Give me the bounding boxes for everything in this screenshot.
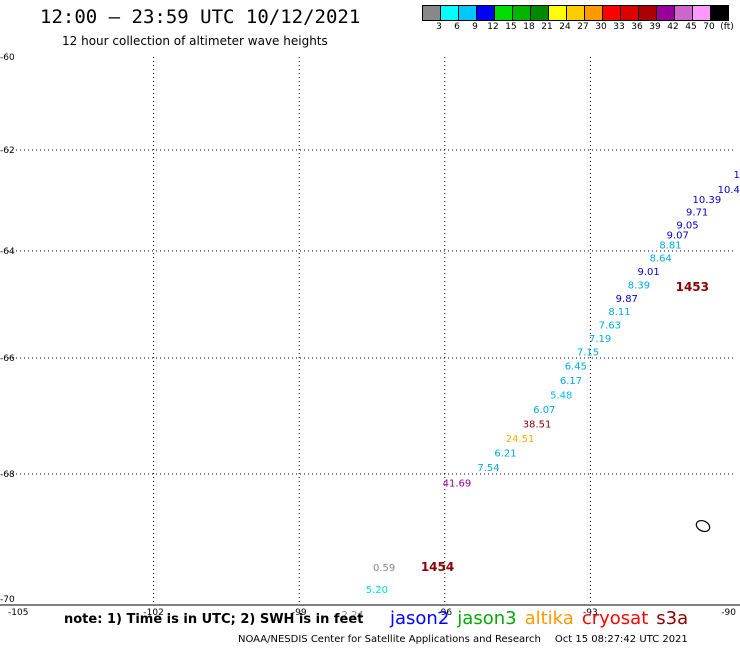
wave-height-label: 6.45 <box>565 362 587 373</box>
satellite-jason2: jason2 <box>390 608 450 629</box>
longitude-tick-label: -102 <box>143 608 163 618</box>
wave-height-label: 5.48 <box>550 391 572 402</box>
satellite-s3a: s3a <box>656 608 689 629</box>
satellite-jason3: jason3 <box>457 608 517 629</box>
wave-height-label: 7.19 <box>589 334 611 345</box>
wave-height-label: 9.01 <box>638 267 660 278</box>
satellite-altika: altika <box>524 608 574 629</box>
legend-label: 21 <box>541 22 553 32</box>
latitude-tick-label: -60 <box>0 53 15 63</box>
wave-height-label: 10.4 <box>718 185 740 196</box>
wave-height-label: 7.63 <box>599 321 621 332</box>
legend-label: 27 <box>577 22 589 32</box>
wave-height-label: 38.51 <box>523 420 552 431</box>
legend-label: 6 <box>454 22 460 32</box>
legend-label: 39 <box>649 22 661 32</box>
legend-label: 18 <box>523 22 535 32</box>
longitude-tick-label: -105 <box>8 608 28 618</box>
wave-height-label: 8.11 <box>608 307 630 318</box>
legend-label: 3 <box>436 22 442 32</box>
wave-height-label: 6.17 <box>560 376 582 387</box>
longitude-tick-label: -99 <box>292 608 307 618</box>
latitude-tick-label: -66 <box>0 354 15 364</box>
pass-time-label: 1454 <box>421 560 454 574</box>
latitude-tick-label: -64 <box>0 247 15 257</box>
longitude-tick-label: -93 <box>583 608 598 618</box>
wave-height-label: 6.21 <box>494 449 516 460</box>
legend-label: 9 <box>472 22 478 32</box>
legend-label: 45 <box>685 22 697 32</box>
wave-height-label: 2.24 <box>341 610 363 621</box>
wave-height-label: 10 <box>734 170 740 181</box>
wave-height-label: 24.51 <box>506 434 535 445</box>
wave-height-label: 8.64 <box>650 254 672 265</box>
legend-label: 70 <box>703 22 715 32</box>
credit-line: NOAA/NESDIS Center for Satellite Applica… <box>238 634 688 645</box>
wave-height-label: 9.07 <box>667 230 689 241</box>
wave-height-label: 8.81 <box>659 240 681 251</box>
wave-height-label: 5.20 <box>366 585 388 596</box>
legend-label: 15 <box>505 22 517 32</box>
legend-label: 12 <box>487 22 499 32</box>
longitude-tick-label: -90 <box>721 608 736 618</box>
longitude-tick-label: -96 <box>437 608 452 618</box>
latitude-tick-label: -62 <box>0 146 15 156</box>
wave-height-label: 9.05 <box>676 220 698 231</box>
legend-label: 33 <box>613 22 625 32</box>
wave-height-label: 0.59 <box>373 563 395 574</box>
page-subtitle: 12 hour collection of altimeter wave hei… <box>62 34 328 48</box>
island-outline <box>695 519 711 533</box>
legend-label: 36 <box>631 22 643 32</box>
color-legend <box>422 5 729 21</box>
legend-swatch <box>710 5 729 21</box>
wave-height-label: 10.39 <box>693 195 722 206</box>
wave-height-label: 7.54 <box>477 463 499 474</box>
legend-label: 30 <box>595 22 607 32</box>
wave-height-label: 8.39 <box>628 280 650 291</box>
footer-note: note: 1) Time is in UTC; 2) SWH is in fe… <box>64 612 364 627</box>
legend-label: 24 <box>559 22 571 32</box>
satellite-cryosat: cryosat <box>581 608 649 629</box>
satellite-list: jason2 jason3 altika cryosat s3a <box>390 608 696 629</box>
timestamp: Oct 15 08:27:42 UTC 2021 <box>554 634 688 645</box>
legend-label: 42 <box>667 22 679 32</box>
legend-label: (ft) <box>720 22 734 32</box>
wave-height-label: 7.15 <box>577 347 599 358</box>
wave-height-label: 9.71 <box>686 208 708 219</box>
pass-time-label: 1453 <box>676 280 709 294</box>
page-title: 12:00 – 23:59 UTC 10/12/2021 <box>40 6 361 28</box>
wave-height-label: 9.87 <box>616 294 638 305</box>
wave-height-label: 6.07 <box>533 405 555 416</box>
wave-height-label: 41.69 <box>443 479 472 490</box>
credit-text: NOAA/NESDIS Center for Satellite Applica… <box>238 634 541 645</box>
latitude-tick-label: -70 <box>0 595 15 605</box>
latitude-tick-label: -68 <box>0 470 15 480</box>
